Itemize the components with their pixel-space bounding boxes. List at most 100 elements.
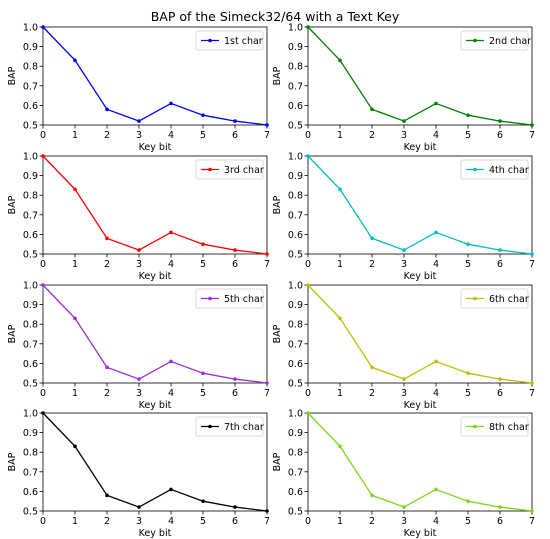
y-tick-label: 1.0	[288, 409, 303, 420]
series-line	[307, 155, 533, 255]
data-point	[402, 248, 406, 252]
y-tick-label: 1.0	[288, 23, 303, 34]
x-tick-label: 4	[168, 388, 174, 399]
y-axis-label: BAP	[272, 66, 283, 85]
legend: 3rd char	[195, 159, 264, 180]
y-tick-label: 0.9	[23, 428, 38, 439]
y-tick-label: 1.0	[23, 281, 38, 292]
data-point	[73, 58, 77, 63]
series-line	[42, 155, 268, 255]
x-tick-label: 2	[369, 516, 375, 527]
series-line	[42, 284, 268, 384]
y-tick-label: 0.5	[288, 379, 303, 390]
y-tick-label: 0.8	[23, 62, 38, 73]
y-tick-label: 0.8	[288, 62, 303, 73]
x-axis-label: Key bit	[139, 528, 172, 539]
legend-marker	[473, 424, 477, 429]
x-tick-label: 2	[104, 388, 110, 399]
data-point	[530, 509, 534, 513]
plot-frame	[42, 412, 268, 512]
legend-label: 8th char	[489, 422, 529, 433]
y-tick-label: 0.9	[23, 42, 38, 53]
y-tick-label: 1.0	[23, 152, 38, 163]
x-axis-label: Key bit	[139, 271, 172, 282]
y-tick-label: 0.7	[288, 467, 303, 478]
x-tick-label: 7	[529, 388, 535, 399]
data-point	[338, 444, 342, 449]
x-tick-label: 5	[465, 130, 471, 141]
x-tick-label: 7	[264, 130, 270, 141]
legend-marker	[473, 38, 477, 43]
x-tick-label: 0	[40, 388, 46, 399]
legend-box	[460, 288, 529, 309]
y-tick-label: 0.9	[288, 428, 303, 439]
x-tick-label: 7	[529, 130, 535, 141]
data-point	[169, 487, 173, 492]
data-point	[41, 283, 45, 287]
data-point	[434, 230, 438, 235]
data-point	[137, 248, 141, 252]
y-tick-label: 0.5	[288, 250, 303, 261]
data-point	[306, 25, 310, 29]
plot-frame	[307, 26, 533, 126]
x-axis-label: Key bit	[139, 400, 172, 411]
legend: 5th char	[195, 288, 264, 309]
y-tick-label: 0.8	[23, 191, 38, 202]
data-point	[201, 371, 205, 376]
plot-frame	[42, 155, 268, 255]
data-point	[105, 493, 109, 498]
y-tick-label: 0.6	[288, 101, 303, 112]
data-point	[201, 113, 205, 117]
subplot-4: 0 1 2 3 4 5 6 7 0.5 0.6 0.7 0.8 0.9 1.0 Key bit BAP 4th …	[272, 152, 535, 283]
subplot-3: 0 1 2 3 4 5 6 7 0.5 0.6 0.7 0.8 0.9 1.0 Key bit BAP 3rd …	[7, 152, 270, 283]
y-tick-label: 1.0	[288, 152, 303, 163]
subplot-1: 0 1 2 3 4 5 6 7 0.5 0.6 0.7 0.8 0.9 1.0 Key bit BAP 1st …	[7, 23, 270, 154]
data-point	[73, 316, 77, 321]
legend-box	[195, 288, 264, 309]
subplot-2: 0 1 2 3 4 5 6 7 0.5 0.6 0.7 0.8 0.9 1.0 Key bit BAP 2nd …	[272, 23, 535, 154]
legend-label: 4th char	[489, 165, 529, 176]
series-line	[42, 26, 268, 126]
x-tick-label: 2	[369, 130, 375, 141]
x-tick-label: 0	[305, 516, 311, 527]
x-tick-label: 4	[433, 130, 439, 141]
data-point	[105, 365, 109, 370]
y-tick-label: 0.8	[23, 320, 38, 331]
data-point	[434, 359, 438, 364]
x-tick-label: 3	[401, 259, 407, 270]
x-tick-label: 0	[40, 516, 46, 527]
data-point	[105, 236, 109, 241]
y-tick-label: 0.8	[288, 448, 303, 459]
data-point	[402, 505, 406, 509]
data-point	[530, 123, 534, 127]
data-point	[498, 248, 502, 252]
plot-frame	[307, 412, 533, 512]
x-tick-label: 1	[72, 259, 78, 270]
y-tick-label: 0.8	[288, 320, 303, 331]
data-point	[233, 377, 237, 381]
x-tick-label: 5	[465, 259, 471, 270]
y-tick-label: 0.7	[288, 81, 303, 92]
x-tick-label: 1	[337, 130, 343, 141]
y-tick-label: 0.7	[23, 467, 38, 478]
y-tick-label: 0.5	[288, 121, 303, 132]
legend-label: 7th char	[224, 422, 264, 433]
y-tick-label: 0.5	[23, 121, 38, 132]
x-tick-label: 7	[529, 259, 535, 270]
x-tick-label: 4	[433, 259, 439, 270]
x-tick-label: 6	[497, 259, 503, 270]
x-tick-label: 1	[337, 516, 343, 527]
y-tick-label: 0.8	[288, 191, 303, 202]
data-point	[41, 411, 45, 415]
y-tick-label: 0.7	[23, 210, 38, 221]
legend-marker	[208, 38, 212, 43]
data-point	[306, 154, 310, 158]
x-axis-label: Key bit	[404, 528, 437, 539]
y-tick-label: 0.5	[288, 507, 303, 518]
y-axis-label: BAP	[272, 324, 283, 343]
data-point	[498, 119, 502, 123]
data-point	[530, 381, 534, 385]
data-point	[306, 411, 310, 415]
x-tick-label: 3	[136, 130, 142, 141]
